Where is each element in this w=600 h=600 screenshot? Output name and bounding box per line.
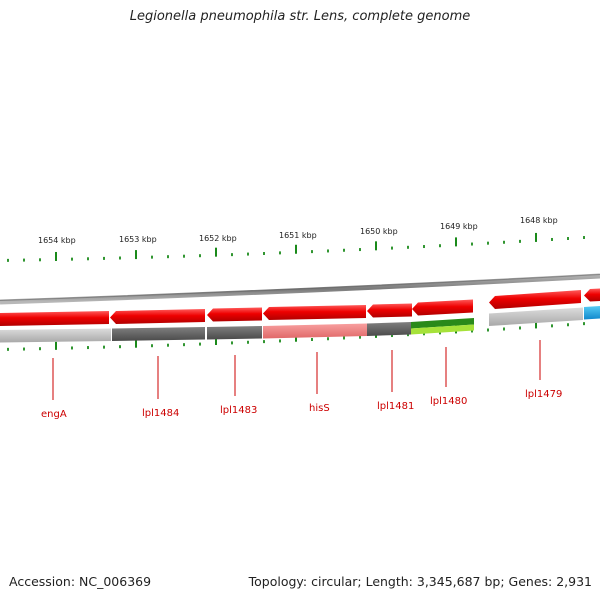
gene-label-lpl1481[interactable]: lpl1481 — [377, 401, 414, 412]
hit-green-dark — [411, 318, 474, 329]
gene-label-hisS[interactable]: hisS — [309, 403, 330, 414]
hit-track — [0, 306, 600, 343]
cds-lpl1483[interactable] — [207, 307, 262, 322]
gene-label-lpl1480[interactable]: lpl1480 — [430, 396, 467, 407]
ruler-labels: 1654 kbp 1653 kbp 1652 kbp 1651 kbp 1650… — [38, 216, 558, 245]
map-title: Legionella pneumophila str. Lens, comple… — [129, 9, 471, 24]
gene-label-engA[interactable]: engA — [41, 409, 67, 420]
gene-label-lpl1483[interactable]: lpl1483 — [220, 405, 257, 416]
gene-label-lpl1484[interactable]: lpl1484 — [142, 408, 179, 419]
cds-lpl1480[interactable] — [412, 299, 473, 316]
cds-lpl1481[interactable] — [367, 303, 412, 318]
ruler-label-1650: 1650 kbp — [360, 227, 398, 236]
cds-lpl1479[interactable] — [489, 290, 581, 309]
hit-pink — [263, 323, 367, 339]
hit-dark-3 — [367, 322, 411, 336]
ruler-label-1648: 1648 kbp — [520, 216, 558, 225]
hit-blue — [584, 306, 600, 320]
hit-light-2 — [489, 307, 583, 326]
genome-summary: Topology: circular; Length: 3,345,687 bp… — [248, 574, 592, 589]
genome-backbone — [0, 273, 600, 305]
gene-label-lpl1479[interactable]: lpl1479 — [525, 389, 562, 400]
hit-dark-2 — [207, 326, 262, 340]
ruler-label-1649: 1649 kbp — [440, 222, 478, 231]
cds-track — [0, 288, 600, 326]
ruler-label-1652: 1652 kbp — [199, 234, 237, 243]
genome-backbone-shade — [0, 274, 600, 301]
ruler-label-1653: 1653 kbp — [119, 235, 157, 244]
cds-engA[interactable] — [0, 311, 109, 326]
cds-lpl1484[interactable] — [110, 309, 205, 324]
ruler-ticks — [7, 232, 585, 351]
ruler-label-1651: 1651 kbp — [279, 231, 317, 240]
cds-partial[interactable] — [584, 288, 600, 302]
ruler-label-1654: 1654 kbp — [38, 236, 76, 245]
gene-labels: engA lpl1484 lpl1483 hisS lpl1481 lpl148… — [41, 340, 562, 420]
hit-light-1 — [0, 328, 111, 343]
hit-dark-1 — [112, 327, 205, 341]
cds-hisS[interactable] — [263, 305, 366, 320]
accession-text: Accession: NC_006369 — [9, 574, 152, 589]
hit-green-light — [411, 324, 474, 335]
